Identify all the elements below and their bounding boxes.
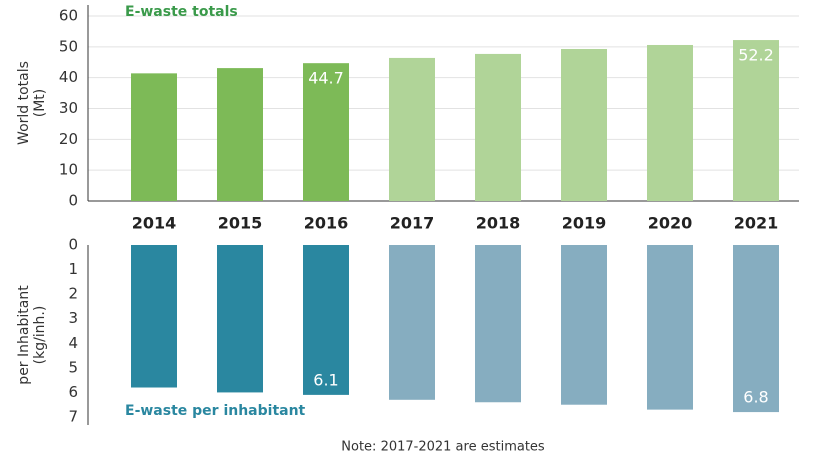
y-tick-label: 60 — [59, 7, 78, 25]
bar — [475, 53, 521, 201]
bar — [217, 245, 263, 393]
bar — [475, 245, 521, 403]
bar — [733, 40, 779, 201]
y-tick-label: 6 — [68, 383, 78, 401]
y-tick-label: 40 — [59, 68, 78, 86]
annotation: E-waste totals — [125, 4, 238, 20]
x-tick-label: 2016 — [304, 214, 349, 233]
bar — [303, 63, 349, 201]
bar — [389, 245, 435, 400]
annotation: E-waste per inhabitant — [125, 403, 306, 419]
y-axis-label: (kg/inh.) — [32, 306, 48, 365]
bar — [561, 245, 607, 405]
y-tick-label: 3 — [68, 309, 78, 327]
x-tick-label: 2019 — [562, 214, 607, 233]
y-tick-label: 2 — [68, 285, 78, 303]
value-label: 6.1 — [313, 370, 338, 389]
bar — [303, 245, 349, 395]
x-tick-label: 2015 — [218, 214, 263, 233]
note: Note: 2017-2021 are estimates — [341, 440, 545, 455]
bar — [389, 57, 435, 201]
bar — [131, 73, 177, 201]
x-tick-label: 2017 — [390, 214, 435, 233]
bar — [561, 48, 607, 201]
y-axis-label: per Inhabitant — [16, 285, 32, 385]
y-axis-label: World totals — [16, 61, 32, 145]
y-tick-label: 5 — [68, 358, 78, 376]
x-tick-label: 2018 — [476, 214, 521, 233]
y-tick-label: 0 — [68, 236, 78, 254]
y-tick-label: 30 — [59, 99, 78, 117]
y-tick-label: 0 — [68, 192, 78, 210]
y-tick-label: 20 — [59, 130, 78, 148]
y-tick-label: 7 — [68, 408, 78, 426]
x-tick-label: 2020 — [648, 214, 693, 233]
value-label: 52.2 — [738, 46, 774, 65]
value-label: 44.7 — [308, 69, 344, 88]
y-tick-label: 1 — [68, 260, 78, 278]
bar — [217, 68, 263, 201]
x-tick-label: 2014 — [132, 214, 177, 233]
value-label: 6.8 — [743, 388, 768, 407]
y-tick-label: 50 — [59, 37, 78, 55]
y-tick-label: 10 — [59, 161, 78, 179]
x-tick-label: 2021 — [734, 214, 779, 233]
bar — [131, 245, 177, 388]
bar — [733, 245, 779, 413]
y-axis-label: (Mt) — [32, 89, 48, 118]
bar — [647, 245, 693, 410]
y-tick-label: 4 — [68, 334, 78, 352]
bar — [647, 44, 693, 201]
